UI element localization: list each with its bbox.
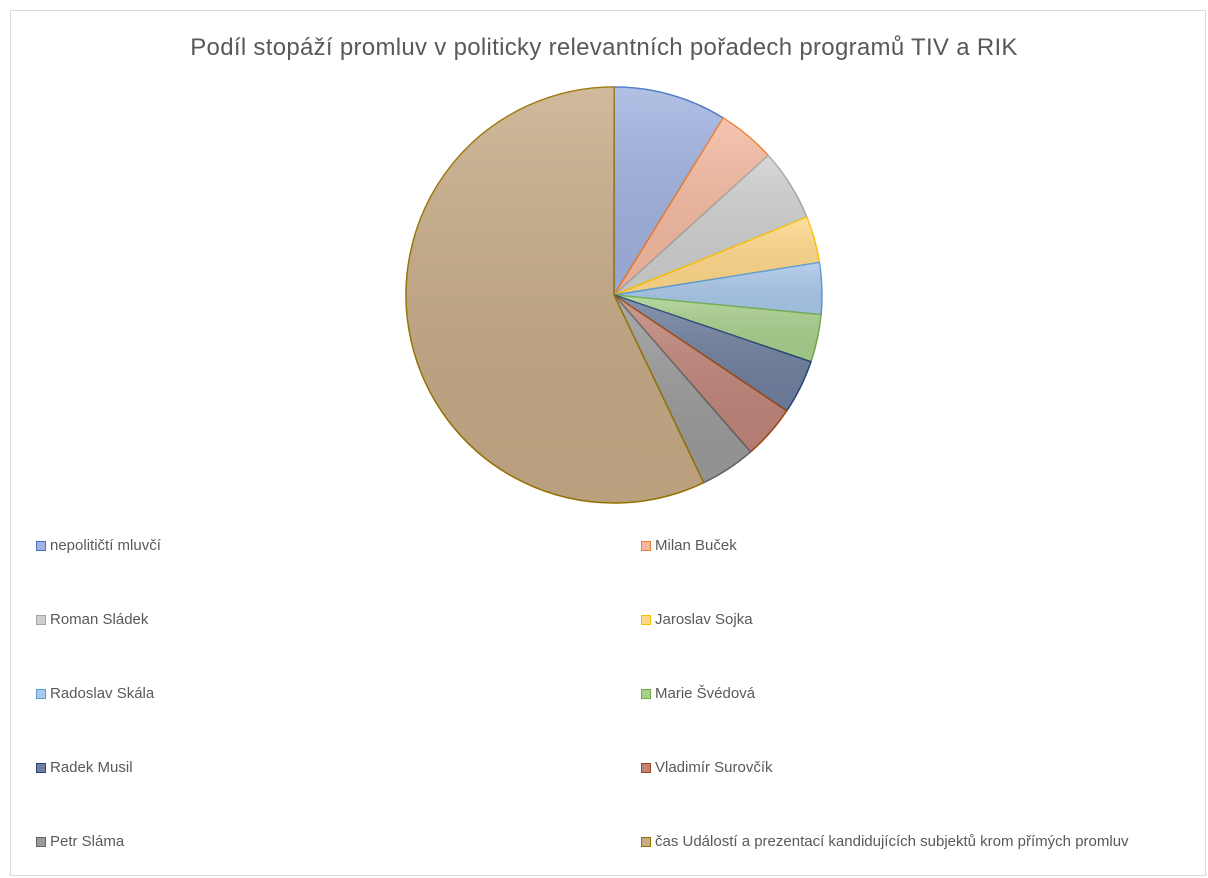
pie-slice-shading bbox=[614, 295, 787, 452]
legend-label: Radek Musil bbox=[50, 759, 133, 776]
legend-swatch bbox=[641, 614, 651, 625]
legend-item: nepolitičtí mluvčí bbox=[36, 537, 161, 554]
legend-swatch bbox=[641, 762, 651, 773]
legend-item: Radoslav Skála bbox=[36, 685, 154, 702]
legend-swatch bbox=[641, 836, 651, 847]
chart-title: Podíl stopáží promluv v politicky releva… bbox=[190, 34, 1018, 61]
legend-item: čas Událostí a prezentací kandidujících … bbox=[641, 833, 1129, 850]
pie-slice-shading bbox=[614, 262, 823, 315]
pie-slice-shading bbox=[614, 295, 751, 483]
legend-label: Milan Buček bbox=[655, 537, 737, 554]
legend-label: čas Událostí a prezentací kandidujících … bbox=[655, 833, 1129, 850]
legend-swatch bbox=[36, 688, 46, 699]
legend-label: Vladimír Surovčík bbox=[655, 759, 773, 776]
legend-item: Radek Musil bbox=[36, 759, 133, 776]
legend-label: Roman Sládek bbox=[50, 611, 149, 628]
legend-item: Milan Buček bbox=[641, 537, 737, 554]
legend-swatch bbox=[36, 540, 46, 551]
pie-slice-shading bbox=[405, 87, 704, 503]
legend-swatch bbox=[36, 762, 46, 773]
legend-item: Jaroslav Sojka bbox=[641, 611, 753, 628]
legend-item: Marie Švédová bbox=[641, 685, 755, 702]
legend-label: Petr Sláma bbox=[50, 833, 125, 850]
pie-slice-shading bbox=[614, 295, 811, 411]
legend-label: Jaroslav Sojka bbox=[655, 611, 753, 628]
legend-label: nepolitičtí mluvčí bbox=[50, 537, 161, 554]
pie-slice-shading bbox=[614, 87, 724, 295]
pie-slice-shading bbox=[614, 295, 822, 362]
legend-label: Marie Švédová bbox=[655, 685, 756, 702]
legend-swatch bbox=[36, 836, 46, 847]
pie-slice-shading bbox=[614, 117, 769, 296]
legend-swatch bbox=[36, 614, 46, 625]
legend-item: Vladimír Surovčík bbox=[641, 759, 773, 776]
pie-slice-shading bbox=[614, 155, 807, 295]
legend-swatch bbox=[641, 688, 651, 699]
legend-swatch bbox=[641, 540, 651, 551]
legend-item: Petr Sláma bbox=[36, 833, 124, 850]
legend-item: Roman Sládek bbox=[36, 611, 148, 628]
legend-label: Radoslav Skála bbox=[50, 685, 155, 702]
pie-slice-shading bbox=[614, 217, 820, 295]
